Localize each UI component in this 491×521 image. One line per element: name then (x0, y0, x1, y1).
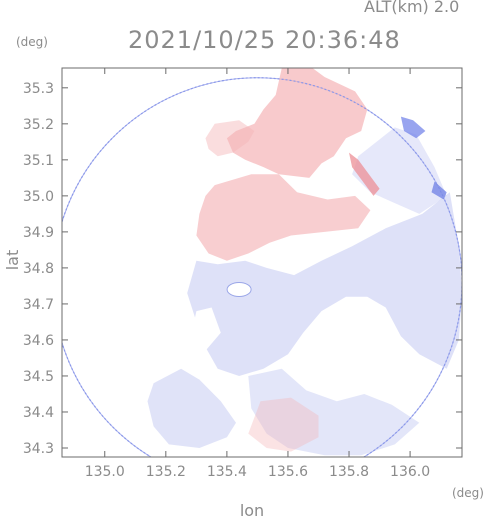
y-tick-label: 34.9 (23, 225, 54, 241)
y-tick-label: 34.6 (23, 333, 54, 349)
y-tick-label: 34.5 (23, 369, 54, 385)
positive-region-west (196, 174, 371, 261)
negative-region-south (248, 368, 420, 456)
x-axis: 135.0 135.2 135.4 135.6 135.8 136.0 (85, 68, 430, 480)
clear-gap-north (208, 159, 255, 182)
x-tick-label: 135.6 (268, 464, 308, 480)
x-tick-label: 135.8 (329, 464, 369, 480)
strong-positive-streak (349, 152, 380, 196)
y-tick-label: 34.8 (23, 261, 54, 277)
y-tick-label: 35.2 (23, 117, 54, 133)
y-tick-label: 35.1 (23, 153, 54, 169)
x-axis-unit: (deg) (452, 486, 484, 500)
positive-region-south (248, 397, 319, 452)
clear-gap-west (190, 307, 221, 351)
y-axis-unit: (deg) (16, 35, 48, 49)
y-axis: 34.3 34.4 34.5 34.6 34.7 34.8 34.9 35.0 35.1 35.2… (23, 81, 462, 457)
y-tick-label: 35.0 (23, 189, 54, 205)
strong-negative-spot (400, 116, 426, 139)
strong-negative-edge (431, 181, 447, 200)
chart-subtitle: ALT(km) 2.0 (364, 0, 459, 16)
chart-title: 2021/10/25 20:36:48 (128, 26, 401, 54)
x-tick-label: 135.2 (146, 464, 186, 480)
negative-region-center (187, 192, 462, 376)
y-tick-label: 35.3 (23, 81, 54, 97)
positive-region-north (226, 68, 368, 178)
y-axis-title: lat (3, 250, 22, 271)
x-tick-label: 136.0 (390, 464, 430, 480)
y-tick-label: 34.7 (23, 297, 54, 313)
positive-region-northwest (205, 120, 255, 157)
x-axis-title: lon (240, 501, 264, 520)
clear-gap-ellipse (226, 282, 252, 298)
negative-region-southwest (147, 368, 236, 448)
radar-field (62, 68, 462, 457)
y-tick-label: 34.3 (23, 441, 54, 457)
x-tick-label: 135.0 (85, 464, 125, 480)
y-tick-label: 34.4 (23, 405, 54, 421)
plot-frame (61, 67, 463, 458)
x-tick-label: 135.4 (207, 464, 247, 480)
